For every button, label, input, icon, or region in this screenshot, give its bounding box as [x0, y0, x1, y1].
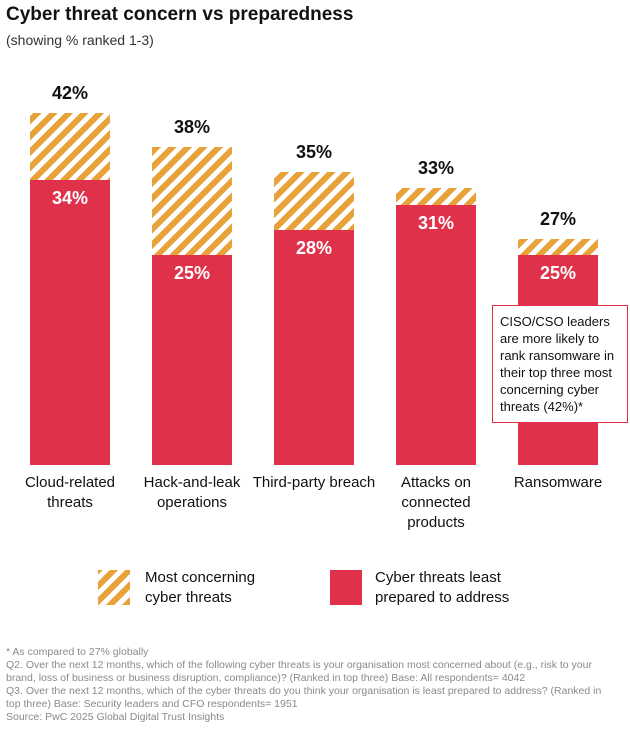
value-label: 42% [51, 83, 89, 103]
footnote: * As compared to 27% globally [6, 646, 149, 658]
footnote: Source: PwC 2025 Global Digital Trust In… [6, 711, 225, 723]
annotation: CISO/CSO leaders are more likely to rank… [492, 305, 628, 423]
value-label: 25% [539, 263, 577, 284]
value-label: 35% [295, 141, 333, 162]
legend-swatch [330, 570, 362, 605]
legend-label: Most concerning cyber threats [145, 569, 256, 606]
value-label: 28% [295, 238, 333, 259]
prepared-bar [30, 180, 110, 465]
footnotes: * As compared to 27% globally Q2. Over th… [6, 646, 618, 724]
value-label: 33% [417, 158, 455, 179]
prepared-bar [152, 255, 232, 465]
x-tick-label: Attacks on connected products [400, 474, 472, 531]
footnote: Q3. Over the next 12 months, which of th… [6, 685, 602, 710]
x-tick-label: Hack-and-leak operations [143, 474, 241, 511]
chart-title: Cyber threat concern vs preparedness [6, 4, 354, 25]
x-tick-label: Third-party breach [252, 474, 376, 491]
x-tick-label: Cloud-related threats [24, 474, 116, 511]
value-label: 31% [417, 213, 455, 234]
prepared-bar [396, 205, 476, 465]
prepared-bar [274, 230, 354, 465]
value-label: 38% [173, 116, 211, 137]
value-label: 25% [173, 263, 211, 284]
chart-subtitle: (showing % ranked 1-3) [6, 32, 154, 48]
footnote: Q2. Over the next 12 months, which of th… [6, 659, 592, 684]
legend-swatch [98, 570, 130, 605]
legend-label: Cyber threats least prepared to address [375, 569, 510, 606]
value-label: 27% [539, 208, 577, 229]
value-label: 34% [51, 188, 89, 209]
x-tick-label: Ransomware [513, 474, 603, 491]
